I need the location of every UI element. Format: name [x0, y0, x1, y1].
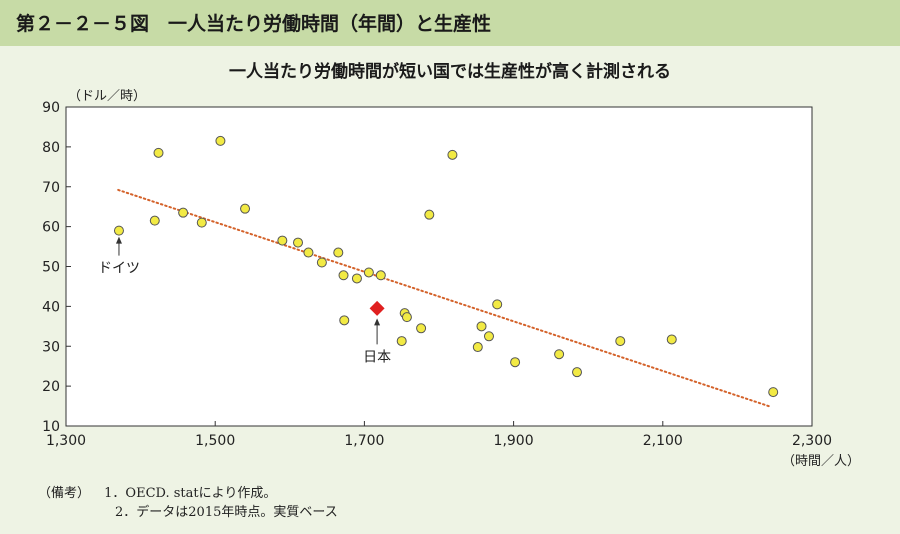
data-point: [510, 357, 521, 368]
data-point: [303, 247, 314, 258]
japan-arrow-head: [374, 318, 381, 326]
x-tick-label: 2,300: [792, 433, 832, 449]
data-point: [615, 336, 626, 347]
data-point: [572, 367, 583, 378]
germany-arrow-head: [115, 236, 122, 244]
data-point: [215, 135, 226, 146]
y-tick-label: 20: [42, 379, 60, 395]
y-tick-label: 90: [42, 100, 60, 116]
data-point: [316, 257, 327, 268]
data-point: [476, 321, 487, 332]
data-point: [666, 334, 677, 345]
chart-title: 一人当たり労働時間が短い国では生産性が高く計測される: [229, 62, 671, 82]
figure-title: 第２－２－５図 一人当たり労働時間（年間）と生産性: [16, 13, 492, 35]
note-2: 2．データは2015年時点。実質ベース: [115, 505, 338, 520]
notes-label: （備考） 1．OECD. statにより作成。: [38, 482, 276, 501]
x-tick-label: 1,300: [46, 433, 86, 449]
x-tick-label: 2,100: [643, 433, 683, 449]
y-tick-label: 60: [42, 220, 60, 236]
x-tick-label: 1,500: [195, 433, 235, 449]
data-point: [178, 207, 189, 218]
data-point: [416, 323, 427, 334]
data-point: [424, 209, 435, 220]
trend-line: [117, 188, 772, 408]
data-point: [333, 247, 344, 258]
x-tick-label: 1,700: [344, 433, 384, 449]
data-point: [153, 147, 164, 158]
data-point: [351, 273, 362, 284]
data-point: [277, 235, 288, 246]
figure-title-bar: 第２－２－５図 一人当たり労働時間（年間）と生産性: [0, 0, 900, 46]
data-point: [447, 149, 458, 160]
notes-label-text: （備考）: [38, 486, 91, 501]
data-point: [196, 217, 207, 228]
data-point: [472, 342, 483, 353]
plot-area: [65, 106, 813, 427]
data-point: [401, 312, 412, 323]
note-1: 1．OECD. statにより作成。: [104, 486, 277, 501]
y-axis-label: （ドル／時）: [68, 89, 146, 104]
data-point: [338, 270, 349, 281]
y-tick-label: 50: [42, 260, 60, 276]
data-point: [293, 237, 304, 248]
data-point: [149, 215, 160, 226]
data-point: [483, 331, 494, 342]
y-tick-label: 80: [42, 140, 60, 156]
data-point: [396, 336, 407, 347]
y-tick-label: 70: [42, 180, 60, 196]
x-tick-label: 1,900: [494, 433, 534, 449]
japan-marker: [369, 300, 385, 316]
data-point: [240, 203, 251, 214]
japan-label: 日本: [363, 349, 391, 365]
x-axis-label: （時間／人）: [782, 454, 860, 469]
y-tick-label: 10: [42, 419, 60, 435]
germany-label: ドイツ: [98, 261, 140, 277]
data-point: [492, 299, 503, 310]
data-point: [339, 315, 350, 326]
data-point: [363, 267, 374, 278]
data-point: [768, 387, 779, 398]
y-tick-label: 30: [42, 339, 60, 355]
data-point: [113, 225, 124, 236]
y-tick-label: 40: [42, 299, 60, 315]
data-point: [554, 349, 565, 360]
data-point: [375, 270, 386, 281]
